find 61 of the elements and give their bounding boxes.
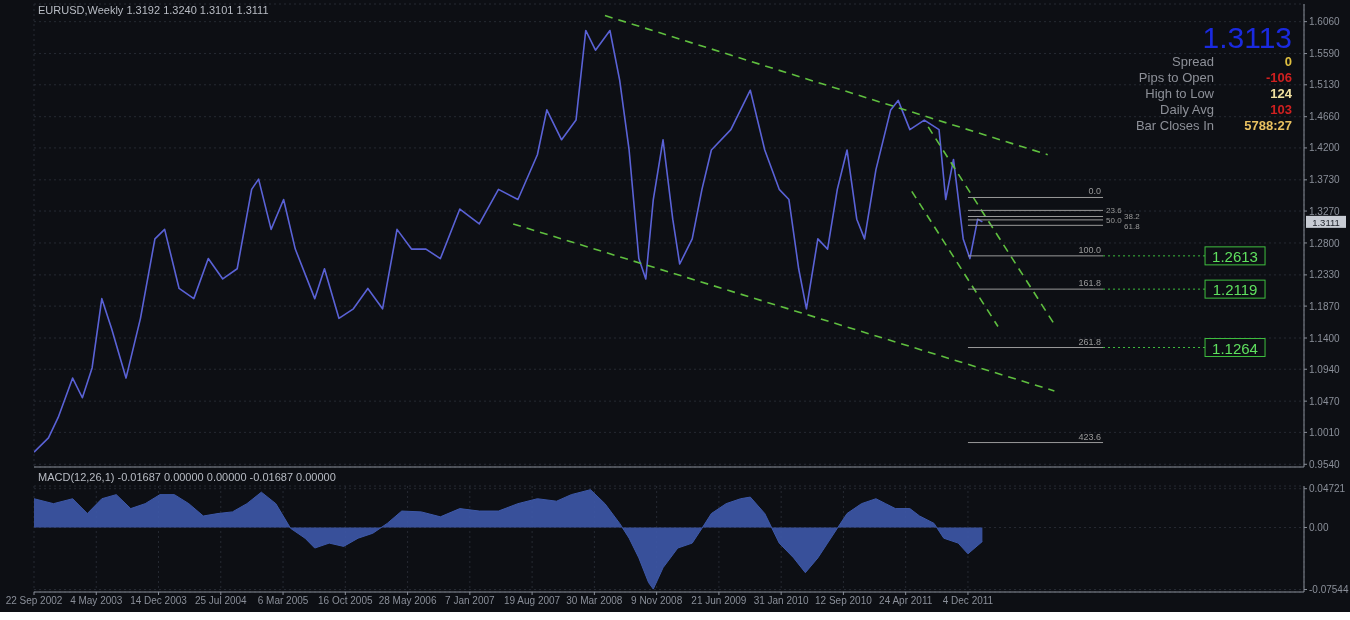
y-tick-label: 1.5590 [1309, 48, 1341, 60]
y-tick-label: 1.2800 [1309, 237, 1341, 249]
annotation: Spread [1171, 54, 1214, 70]
annotation: Bar Closes In [1135, 118, 1214, 134]
y-tick-label: 1.0470 [1309, 395, 1341, 407]
annotation: 103 [1269, 102, 1292, 118]
annotation: 1.1264 [1212, 339, 1258, 357]
x-tick-label: 14 Dec 2003 [130, 595, 188, 607]
annotation: 1.2613 [1212, 247, 1258, 265]
series-label: 161.8 [1078, 278, 1102, 289]
annotation: High to Low [1144, 86, 1214, 102]
x-tick-label: 30 Mar 2008 [566, 595, 623, 607]
y-tick-label: 1.4660 [1309, 111, 1341, 123]
x-tick-label: 16 Oct 2005 [318, 595, 373, 607]
annotation: Pips to Open [1137, 70, 1214, 86]
y-tick-label: 0.04721 [1309, 483, 1346, 495]
x-tick-label: 6 Mar 2005 [257, 595, 309, 607]
series-label: 23.6 [1106, 206, 1123, 216]
y-tick-label: 0.9540 [1309, 458, 1341, 470]
series-label: 100.0 [1078, 244, 1102, 255]
y-tick-label: 1.3730 [1309, 174, 1341, 186]
x-tick-label: 24 Apr 2011 [879, 595, 933, 607]
line-series [34, 29, 984, 453]
x-tick-label: 25 Jul 2004 [194, 595, 248, 607]
y-tick-label: 1.3270 [1309, 205, 1341, 217]
x-tick-label: 4 May 2003 [70, 595, 123, 607]
annotation: 0 [1283, 54, 1292, 70]
x-tick-label: 22 Sep 2002 [5, 595, 63, 607]
x-tick-label: 4 Dec 2011 [942, 595, 994, 607]
annotation: 5788:27 [1243, 118, 1292, 134]
annotation: 1.3111 [1312, 216, 1340, 228]
annotation: -106 [1264, 70, 1292, 86]
y-tick-label: 1.5130 [1309, 79, 1341, 91]
x-tick-label: 7 Jan 2007 [445, 595, 496, 607]
annotation: Daily Avg [1159, 102, 1214, 118]
annotation: 1.2119 [1212, 281, 1258, 299]
y-tick-label: 1.2330 [1309, 269, 1341, 281]
y-tick-label: 1.1400 [1309, 332, 1341, 344]
y-tick-label: 1.1870 [1309, 300, 1341, 312]
x-tick-label: 9 Nov 2008 [631, 595, 683, 607]
annotation: 1.3113 [1201, 21, 1292, 54]
y-tick-label: -0.07544 [1309, 584, 1349, 596]
y-tick-label: 0.00 [1309, 522, 1329, 534]
series-label: 50.0 [1106, 215, 1123, 225]
text: 38.2 [1124, 212, 1141, 222]
y-tick-label: 1.6060 [1309, 16, 1341, 28]
series-label: 261.8 [1078, 336, 1102, 347]
x-tick-label: 12 Sep 2010 [815, 595, 873, 607]
x-tick-label: 28 May 2006 [378, 595, 437, 607]
y-tick-label: 1.4200 [1309, 142, 1341, 154]
x-tick-label: 19 Aug 2007 [504, 595, 561, 607]
chart-title: MACD(12,26,1) -0.01687 0.00000 0.00000 -0.01687 0.00000 [38, 471, 336, 483]
series-label: 423.6 [1078, 431, 1102, 442]
y-tick-label: 1.0940 [1309, 363, 1341, 375]
series-label: 0.0 [1088, 186, 1102, 197]
y-tick-label: 1.0010 [1309, 426, 1341, 438]
x-tick-label: 21 Jun 2009 [691, 595, 747, 607]
chart-title: EURUSD,Weekly 1.3192 1.3240 1.3101 1.3111 [38, 4, 269, 16]
annotation: 124 [1269, 86, 1292, 102]
x-tick-label: 31 Jan 2010 [753, 595, 810, 607]
text: 61.8 [1124, 222, 1141, 232]
